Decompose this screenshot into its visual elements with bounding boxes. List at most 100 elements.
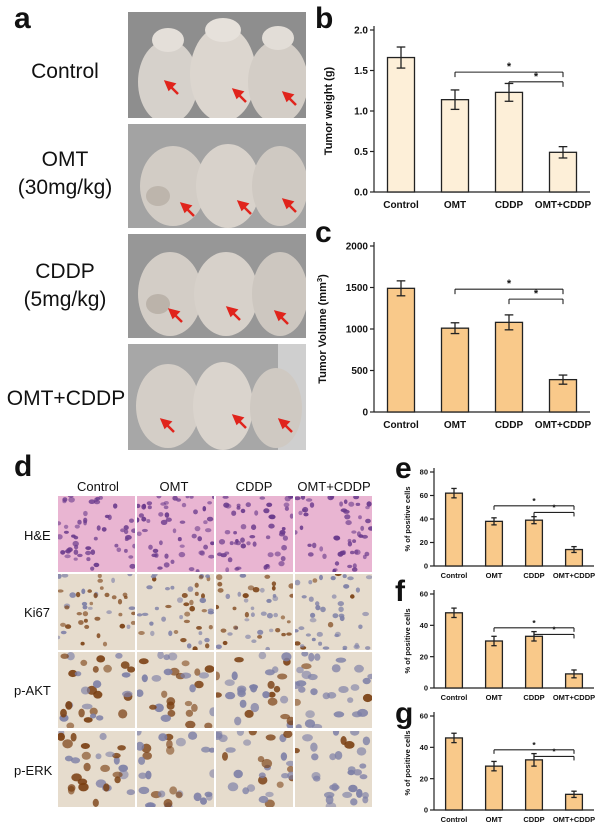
tissue-texture [137,652,214,728]
x-tick-label: OMT [444,420,466,431]
mouse-photo-illustration [128,124,306,228]
y-axis-label: % of positive cells [403,608,412,673]
p-akt-positive-cells-bar-chart: 0 20 40 60 % of positive cells Control OMT CDDP… [403,712,595,824]
tissue-texture [295,574,372,650]
x-tick-label: OMT+CDDP [553,693,595,702]
tissue-micrograph [58,731,135,807]
tissue-micrograph [216,652,293,728]
bar [524,759,544,811]
x-tick-label: CDDP [523,571,544,580]
bar [494,91,524,193]
y-tick-label: 20 [420,774,428,783]
tissue-column-label-omt: OMT [159,479,189,494]
mouse-photo-control [128,12,306,118]
y-axis-label: % of positive cells [403,730,412,795]
significance-star: * [532,740,536,750]
label-line: OMT [41,148,89,171]
x-tick-label: OMT [444,200,466,211]
tissue-texture [58,496,135,572]
y-tick-label: 60 [420,491,428,500]
panel-letter-d: d [14,450,33,483]
y-tick-label: 40 [420,621,428,630]
tissue-micrograph [295,574,372,650]
significance-star: * [532,496,536,506]
y-tick-label: 20 [420,652,428,661]
mouse-row-label-cddp: CDDP (5mg/kg) [10,258,120,314]
y-tick-label: 0 [424,562,428,571]
y-tick-label: 0.5 [354,147,368,158]
significance-star: * [532,618,536,628]
mouse-photo-illustration [128,12,306,118]
bar [440,327,470,413]
bar [548,151,578,193]
y-tick-label: 40 [420,743,428,752]
y-tick-label: 1000 [346,325,369,336]
y-tick-label: 0 [362,408,368,419]
bar [484,520,504,567]
bar [484,765,504,811]
bar [484,640,504,689]
y-tick-label: 2.0 [354,26,368,37]
bar [386,56,416,193]
y-tick-label: 40 [420,515,428,524]
significance-star: * [507,278,512,290]
tissue-micrograph [58,496,135,572]
tissue-micrograph [137,731,214,807]
tissue-column-label-omt-cddp: OMT+CDDP [297,479,371,494]
label-line: (30mg/kg) [17,176,113,199]
tissue-texture [137,731,214,807]
significance-star: * [552,624,556,634]
label-line: CDDP [35,260,95,283]
tissue-texture [216,496,293,572]
y-axis-label: % of positive cells [403,486,412,551]
panel-letter-g: g [395,697,414,730]
ki67-positive-cells-bar-chart: 0 20 40 60 % of positive cells Control OMT CDDP… [403,590,595,702]
y-axis-label-text: Tumor Volume (mm [317,282,329,384]
mouse-photo-illustration [128,344,306,450]
bar [444,737,464,811]
y-tick-label: 1500 [346,283,369,294]
bar [524,519,544,567]
he-positive-cells-bar-chart: 0 20 40 60 80 % of positive cells Control OMT CD… [403,468,595,580]
y-tick-label: 2000 [346,242,369,253]
y-tick-label: 0.0 [354,188,368,199]
tissue-texture [58,652,135,728]
tumor-volume-bar-chart: 0 500 1000 1500 2000 Tumor Volume (mm3) Contro… [315,242,591,432]
y-tick-label: 0 [424,684,428,693]
tissue-micrograph [137,574,214,650]
tissue-micrograph [216,496,293,572]
tissue-texture [295,652,372,728]
panel-letter-f: f [395,575,405,608]
tissue-texture [216,652,293,728]
tissue-micrograph [137,652,214,728]
x-tick-label: CDDP [495,420,524,431]
tissue-micrograph [295,731,372,807]
x-tick-label: OMT [486,571,503,580]
x-tick-label: OMT+CDDP [535,200,592,211]
y-axis-label-text: % of positive cells [403,486,412,551]
tumor-weight-bar-chart: 0.0 0.5 1.0 1.5 2.0 Tumor weight (g) Control OM… [323,26,592,212]
panel-letter-b: b [315,2,334,35]
x-tick-label: CDDP [523,815,544,824]
bar [548,378,578,413]
y-tick-label: 60 [420,590,428,599]
tissue-texture [216,574,293,650]
x-tick-label: Control [441,693,468,702]
significance-star: * [552,746,556,756]
label-line: (5mg/kg) [23,288,107,311]
tissue-row-label-p-erk: p-ERK [14,763,53,778]
bar [386,287,416,413]
tissue-texture [58,574,135,650]
significance-star: * [552,502,556,512]
y-axis-label-text: % of positive cells [403,730,412,795]
y-tick-label: 1.5 [354,66,368,77]
y-tick-label: 20 [420,538,428,547]
x-tick-label: OMT [486,815,503,824]
panel-letter-e: e [395,452,412,485]
x-tick-label: OMT [486,693,503,702]
tissue-micrograph [216,574,293,650]
x-tick-label: Control [383,200,419,211]
y-tick-label: 1.0 [354,107,368,118]
tissue-micrograph [295,496,372,572]
panel-letter-c: c [315,216,332,249]
